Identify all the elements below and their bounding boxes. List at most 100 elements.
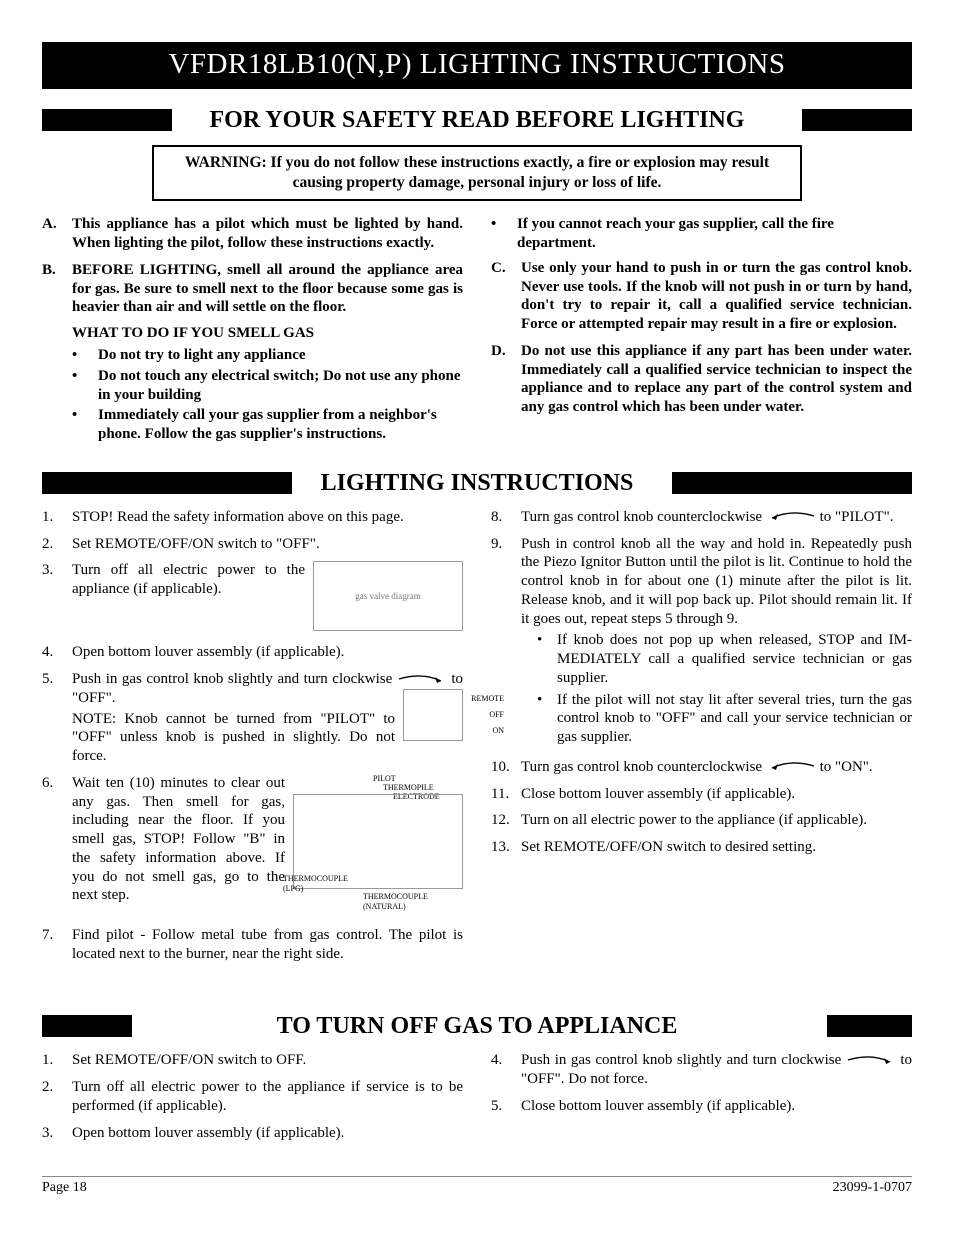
safety-columns: A.This appliance has a pilot which must … [42,215,912,450]
step-4: 4.Open bottom louver assembly (if applic… [42,643,463,662]
step-10: 10.Turn gas control knob counterclockwis… [491,758,912,777]
page-title: VFDR18LB10(N,P) LIGHTING INSTRUCTIONS [42,42,912,89]
step-text: Turn gas control knob counterclockwise t… [521,508,912,527]
bullet-text: If you cannot reach your gas supplier, c… [517,215,912,253]
step-text: Push in control knob all the way and hol… [521,535,912,750]
step-1: 1.STOP! Read the safety information abov… [42,508,463,527]
step-7: 7.Find pilot - Follow metal tube from ga… [42,926,463,964]
safety-header: FOR YOUR SAFETY READ BEFORE LIGHTING [42,105,912,135]
step-text: Push in gas control knob slightly and tu… [72,670,463,766]
step-text: Close bottom louver assembly (if applica… [521,1097,912,1116]
turnoff-col-right: 4.Push in gas control knob slightly and … [491,1051,912,1150]
safety-c-text: Use only your hand to push in or turn th… [521,259,912,334]
step-text: PILOT THERMOPILE ELECTRODE THERMOCOUPLE … [72,774,463,918]
lighting-columns: 1.STOP! Read the safety information abov… [42,508,912,972]
header-bar-right [802,109,912,131]
step-5: 5. Push in gas control knob slightly and… [42,670,463,766]
smell-gas-bullets-cont: •If you cannot reach your gas supplier, … [491,215,912,253]
step-text: gas valve diagram Turn off all electric … [72,561,463,635]
header-bar-left [42,1015,132,1037]
safety-b-text: BEFORE LIGHTING, smell all around the ap… [72,261,463,317]
lighting-col-right: 8.Turn gas control knob counterclockwise… [491,508,912,972]
turnoff-5: 5.Close bottom louver assembly (if appli… [491,1097,912,1116]
page-footer: Page 18 23099-1-0707 [42,1176,912,1196]
safety-item-d: D.Do not use this appliance if any part … [491,342,912,417]
safety-col-right: •If you cannot reach your gas supplier, … [491,215,912,450]
step-9: 9. Push in control knob all the way and … [491,535,912,750]
bullet-text: Do not try to light any appliance [98,346,306,365]
warning-box: WARNING: If you do not follow these inst… [152,145,802,201]
step-text: Set REMOTE/OFF/ON switch to "OFF". [72,535,463,554]
lighting-header: LIGHTING INSTRUCTIONS [42,468,912,498]
switch-label-on: ON [492,726,504,736]
step-13: 13.Set REMOTE/OFF/ON switch to desired s… [491,838,912,857]
step-text: Push in gas control knob slightly and tu… [521,1051,912,1089]
safety-a-text: This appliance has a pilot which must be… [72,215,463,253]
step-11: 11.Close bottom louver assembly (if appl… [491,785,912,804]
turnoff-header-text: TO TURN OFF GAS TO APPLIANCE [277,1013,678,1039]
footer-left: Page 18 [42,1180,87,1196]
header-bar-left [42,472,292,494]
step-text: Turn gas control knob counterclockwise t… [521,758,912,777]
step-3-text: Turn off all electric power to the appli… [72,562,305,597]
step-12: 12.Turn on all electric power to the app… [491,811,912,830]
step-text: Turn on all electric power to the applia… [521,811,912,830]
turnoff-columns: 1.Set REMOTE/OFF/ON switch to OFF. 2.Tur… [42,1051,912,1150]
bullet-text: Do not touch any electrical switch; Do n… [98,367,463,405]
turnoff-header: TO TURN OFF GAS TO APPLIANCE [42,1011,912,1041]
step-text: Set REMOTE/OFF/ON switch to OFF. [72,1051,463,1070]
safety-d-text: Do not use this appliance if any part ha… [521,342,912,417]
safety-header-text: FOR YOUR SAFETY READ BEFORE LIGHTING [210,107,745,133]
step-6: 6. PILOT THERMOPILE ELECTRODE THERMOCOUP… [42,774,463,918]
turnoff-4: 4.Push in gas control knob slightly and … [491,1051,912,1089]
step-text: Turn off all electric power to the appli… [72,1078,463,1116]
header-bar-right [672,472,912,494]
cw-arrow-icon [846,1056,896,1066]
bullet: •Do not try to light any appliance [72,346,463,365]
step-8: 8.Turn gas control knob counterclockwise… [491,508,912,527]
bullet: •If the pilot will not stay lit after se… [537,691,912,747]
step-3: 3. gas valve diagram Turn off all electr… [42,561,463,635]
safety-item-b: B.BEFORE LIGHTING, smell all around the … [42,261,463,317]
switch-label-remote: REMOTE [471,694,504,704]
tc-nat-label: THERMOCOUPLE (NATURAL) [363,892,428,912]
bullet-text: If the pilot will not stay lit after sev… [557,691,912,747]
bullet-text: If knob does not pop up when released, S… [557,631,912,687]
step-text: Set REMOTE/OFF/ON switch to desired sett… [521,838,912,857]
valve-diagram: gas valve diagram [313,561,463,631]
bullet: •Do not touch any electrical switch; Do … [72,367,463,405]
footer-right: 23099-1-0707 [833,1180,912,1196]
turnoff-2: 2.Turn off all electric power to the app… [42,1078,463,1116]
safety-item-c: C.Use only your hand to push in or turn … [491,259,912,334]
pilot-diagram: PILOT THERMOPILE ELECTRODE THERMOCOUPLE … [293,774,463,914]
safety-item-a: A.This appliance has a pilot which must … [42,215,463,253]
safety-col-left: A.This appliance has a pilot which must … [42,215,463,450]
manual-page: VFDR18LB10(N,P) LIGHTING INSTRUCTIONS FO… [0,0,954,1216]
turnoff-col-left: 1.Set REMOTE/OFF/ON switch to OFF. 2.Tur… [42,1051,463,1150]
step-text: STOP! Read the safety information above … [72,508,463,527]
turnoff-1: 1.Set REMOTE/OFF/ON switch to OFF. [42,1051,463,1070]
header-bar-left [42,109,172,131]
bullet: •Immediately call your gas supplier from… [72,406,463,444]
switch-label-off: OFF [489,710,504,720]
cw-arrow-icon [397,675,447,685]
step-9-bullets: •If knob does not pop up when released, … [537,631,912,747]
step-6-text: Wait ten (10) minutes to clear out any g… [72,775,285,904]
header-bar-right [827,1015,912,1037]
bullet: •If knob does not pop up when released, … [537,631,912,687]
step-text: Close bottom louver assembly (if applica… [521,785,912,804]
switch-diagram: REMOTE OFF ON [403,689,463,741]
smell-gas-header: WHAT TO DO IF YOU SMELL GAS [72,325,463,342]
lighting-header-text: LIGHTING INSTRUCTIONS [321,470,634,496]
ccw-arrow-icon [766,762,816,772]
step-9-text: Push in control knob all the way and hol… [521,536,912,627]
step-2: 2.Set REMOTE/OFF/ON switch to "OFF". [42,535,463,554]
smell-gas-bullets: •Do not try to light any appliance •Do n… [72,346,463,444]
step-text: Find pilot - Follow metal tube from gas … [72,926,463,964]
tc-lpg-label: THERMOCOUPLE (LPG) [283,874,348,894]
bullet: •If you cannot reach your gas supplier, … [491,215,912,253]
step-text: Open bottom louver assembly (if applicab… [72,643,463,662]
lighting-col-left: 1.STOP! Read the safety information abov… [42,508,463,972]
step-text: Open bottom louver assembly (if applicab… [72,1124,463,1143]
ccw-arrow-icon [766,512,816,522]
